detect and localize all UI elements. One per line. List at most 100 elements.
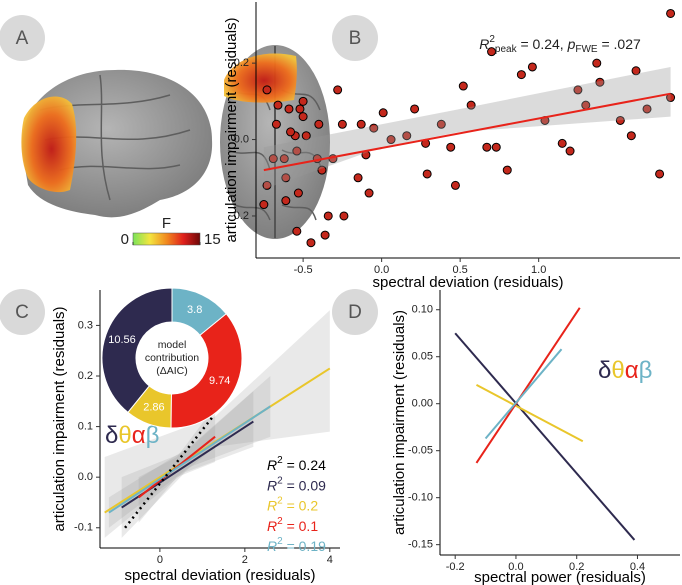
y-axis-title: articulation impairment (residuals)	[51, 306, 68, 531]
legend-entry: δ	[598, 357, 611, 384]
x-axis-title: spectral deviation (residuals)	[373, 274, 564, 291]
point	[292, 146, 302, 156]
y-tick-label: 0.2	[78, 370, 93, 382]
point	[615, 115, 625, 125]
panel-badge	[332, 289, 378, 335]
x-axis-title: spectral deviation (residuals)	[125, 567, 316, 584]
r2-part: 2	[277, 516, 283, 527]
x-tick-label: 4	[327, 554, 333, 566]
panel-badge	[0, 15, 45, 61]
x-tick-label: -0.2	[446, 561, 465, 573]
r2-label: R2 = 0.2	[267, 495, 318, 513]
point	[666, 8, 676, 18]
point	[279, 154, 289, 164]
panel-label: A	[16, 28, 29, 49]
point	[557, 138, 567, 148]
point	[273, 100, 283, 110]
legend: δθαβ	[105, 422, 159, 449]
plot: -0.5 0.0 0.5 1.0 -0.2 0.0 0.2 spectral deviatio…	[223, 2, 680, 291]
r2-part: R	[267, 518, 277, 534]
confidence-band	[138, 406, 216, 523]
r2-part: = 0.19	[283, 538, 326, 554]
point	[573, 85, 583, 95]
point	[565, 146, 575, 156]
point	[295, 104, 305, 114]
r2-part: 2	[277, 475, 283, 486]
x-tick-label: 0	[157, 554, 163, 566]
y-tick-label: 0.3	[78, 319, 93, 331]
point	[631, 66, 641, 76]
point	[301, 131, 311, 141]
r2-label: R2 = 0.19	[267, 536, 326, 554]
point	[410, 104, 420, 114]
point	[458, 81, 468, 91]
panel-label: B	[349, 28, 362, 49]
colorbar-title: F	[162, 215, 171, 232]
point	[298, 96, 308, 106]
point	[333, 85, 343, 95]
point	[323, 211, 333, 221]
y-tick-label: 0.10	[412, 304, 433, 316]
point	[592, 58, 602, 68]
annotation-part: FWE	[575, 44, 598, 55]
y-tick-label: -0.2	[230, 210, 249, 222]
point	[642, 104, 652, 114]
r2-part: R	[267, 538, 277, 554]
fit-line	[263, 92, 671, 172]
point	[378, 108, 388, 118]
legend-entry: β	[639, 357, 653, 384]
y-tick-label: 0.0	[78, 471, 93, 483]
legend-entry: θ	[611, 357, 624, 384]
point	[482, 142, 492, 152]
point	[339, 211, 349, 221]
point	[369, 123, 379, 133]
donut-label: 9.74	[209, 375, 230, 387]
r2-label: R2 = 0.09	[267, 475, 326, 493]
brain-top	[220, 45, 330, 239]
point	[422, 169, 432, 179]
series-line	[475, 307, 581, 464]
point	[446, 142, 456, 152]
legend-entry: δ	[105, 422, 118, 449]
point	[281, 173, 291, 183]
y-tick-label: -0.15	[408, 539, 433, 551]
point	[364, 188, 374, 198]
point	[259, 200, 269, 210]
point	[436, 119, 446, 129]
donut-slice	[101, 287, 173, 414]
point	[386, 135, 396, 145]
donut-center	[136, 322, 208, 394]
legend-entry: α	[625, 357, 639, 384]
point	[292, 226, 302, 236]
panel-badge	[332, 15, 378, 61]
point	[262, 180, 272, 190]
x-tick-label: 1.0	[531, 264, 546, 276]
point	[268, 154, 278, 164]
plot: -0.2 0.0 0.2 0.4 -0.15 -0.10 -0.05 0.00 0.05 0.10…	[391, 290, 680, 585]
annotation-part: p	[567, 36, 576, 52]
r2-part: = 0.24	[283, 457, 326, 473]
point	[306, 238, 316, 248]
confidence-band	[263, 66, 671, 190]
series-line	[484, 348, 563, 440]
point	[502, 165, 512, 175]
donut-slice	[170, 312, 243, 429]
annotation-part: peak	[495, 44, 518, 55]
colorbar	[132, 232, 201, 246]
y-axis-title: articulation impairment (residuals)	[223, 17, 240, 242]
panel-badge	[0, 289, 45, 335]
y-tick-label: 0.0	[234, 133, 249, 145]
x-tick-label: 0.4	[630, 561, 645, 573]
legend-entry: θ	[118, 422, 131, 449]
series-line	[454, 332, 636, 541]
x-tick-label: 0.5	[452, 264, 467, 276]
r2-label: R2 = 0.24	[267, 455, 326, 473]
point	[284, 104, 294, 114]
legend: δθαβ	[598, 357, 652, 384]
point	[595, 77, 605, 87]
y-tick-label: 0.05	[412, 351, 433, 363]
brain-lateral	[21, 69, 213, 218]
point	[402, 131, 412, 141]
y-tick-label: -0.10	[408, 492, 433, 504]
